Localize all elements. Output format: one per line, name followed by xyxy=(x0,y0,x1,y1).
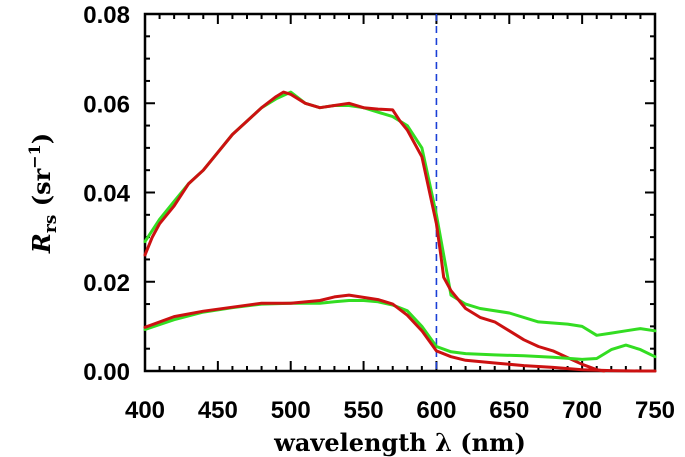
x-tick-label: 600 xyxy=(416,397,456,424)
series-line-2 xyxy=(143,90,606,373)
y-tick-label: 0.02 xyxy=(83,270,130,297)
y-axis-label-spacer xyxy=(27,206,56,214)
y-axis-label-symbol: R xyxy=(27,233,56,254)
y-tick-labels: 0.00 0.02 0.04 0.06 0.08 xyxy=(83,2,130,386)
x-tick-label: 450 xyxy=(198,397,238,424)
x-tick-label: 650 xyxy=(489,397,529,424)
x-ticks xyxy=(144,14,656,371)
y-axis-label-unit: (sr xyxy=(27,168,56,206)
y-ticks xyxy=(145,13,655,372)
series-lines xyxy=(143,90,657,373)
x-axis-label: wavelength λ (nm) xyxy=(273,428,526,457)
y-tick-label: 0.04 xyxy=(83,181,130,208)
y-axis-label-unit-close: ) xyxy=(27,133,56,144)
series-line-1 xyxy=(143,90,657,337)
plot-frame xyxy=(143,12,657,373)
x-tick-label: 750 xyxy=(635,397,675,424)
x-tick-label: 500 xyxy=(271,397,311,424)
y-axis-label: Rrs (sr−1) xyxy=(25,133,61,254)
y-tick-label: 0.08 xyxy=(83,2,130,29)
x-tick-label: 550 xyxy=(344,397,384,424)
y-axis-label-unit-exponent: −1 xyxy=(25,144,44,169)
plot-frame-group xyxy=(143,12,657,373)
x-tick-label: 400 xyxy=(125,397,165,424)
y-tick-label: 0.00 xyxy=(83,359,130,386)
series-line-4 xyxy=(143,293,657,373)
y-axis-label-subscript: rs xyxy=(41,215,61,234)
x-tick-labels: 400 450 500 550 600 650 700 750 xyxy=(125,397,675,424)
x-tick-label: 700 xyxy=(562,397,602,424)
y-tick-label: 0.06 xyxy=(83,91,130,118)
